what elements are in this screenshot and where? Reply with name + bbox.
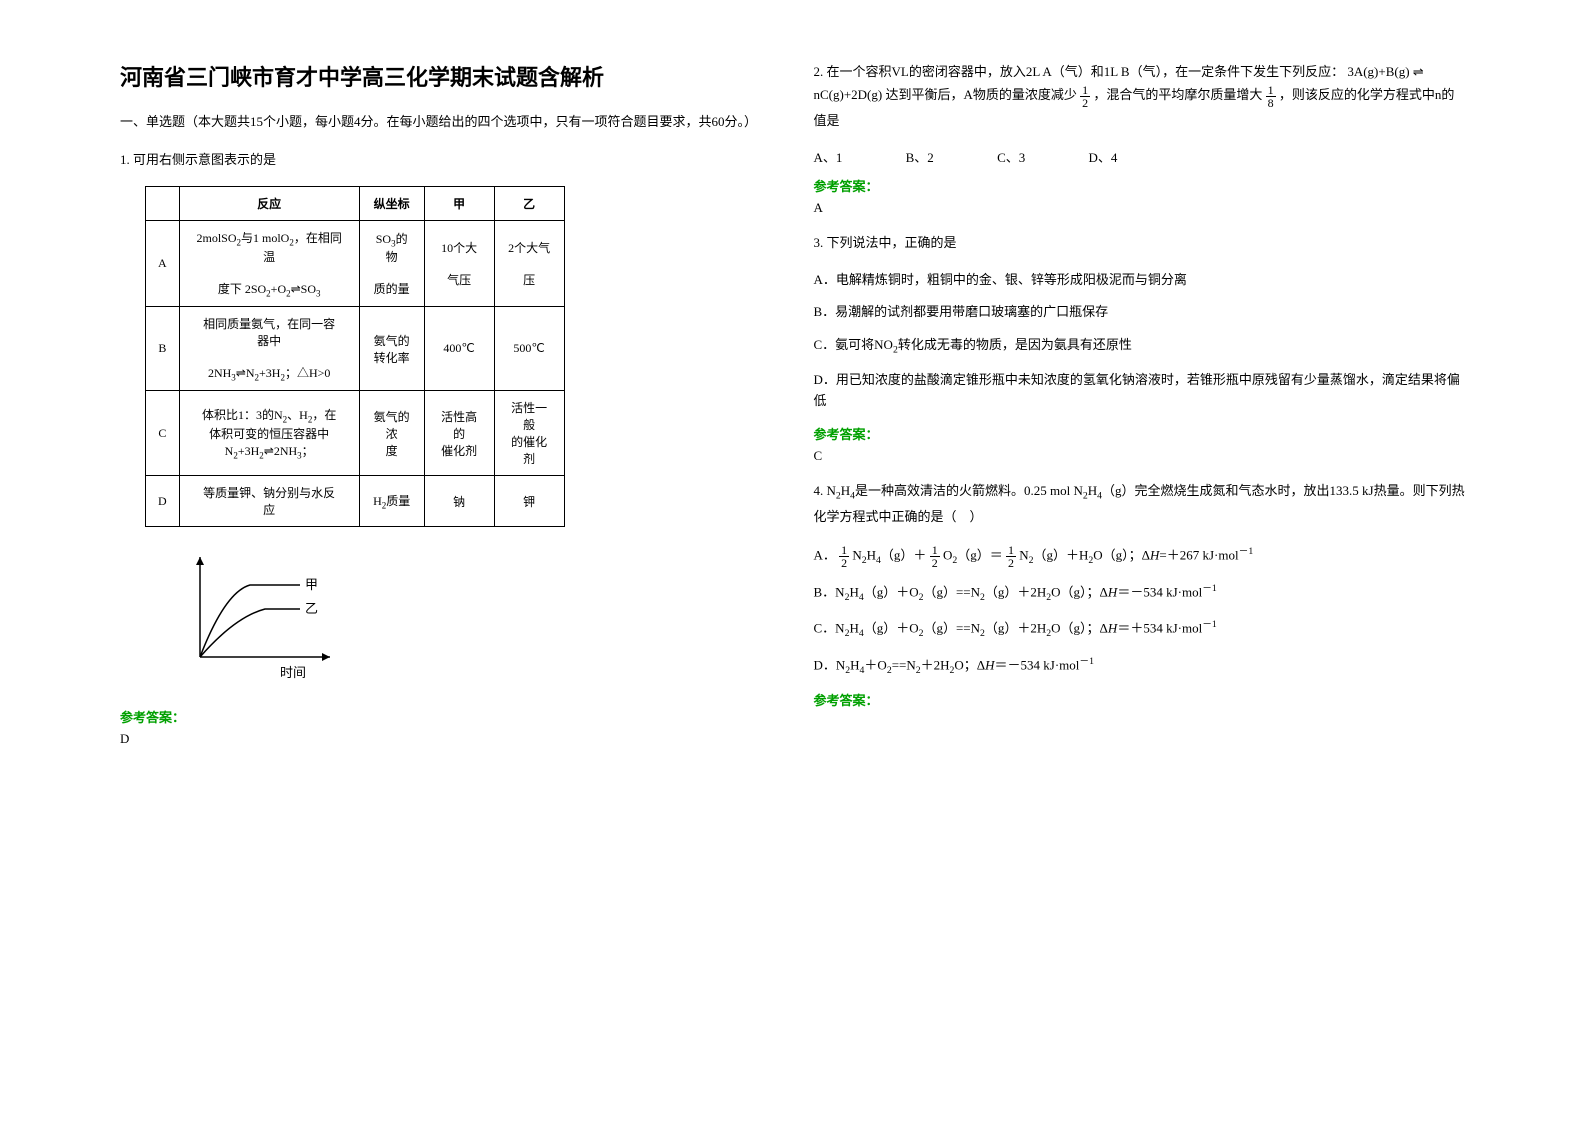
question-1-text: 1. 可用右侧示意图表示的是: [120, 148, 774, 171]
q4-option-a: A． 12 N2H4（g）＋ 12 O2（g）＝ 12 N2（g）＋H2O（g）…: [814, 544, 1468, 569]
row-label: B: [146, 306, 180, 390]
question-1-table: 反应 纵坐标 甲 乙 A 2molSO2与1 molO2，在相同温度下 2SO2…: [145, 186, 565, 527]
question-1-graph: 甲 乙 时间: [180, 547, 340, 687]
axis-cell: SO3的物质的量: [359, 221, 424, 307]
reaction-cell: 等质量钾、钠分别与水反应: [179, 476, 359, 527]
q4-option-c: C．N2H4（g）＋O2（g）==N2（g）＋2H2O（g）；ΔH＝＋534 k…: [814, 617, 1468, 642]
table-row: D 等质量钾、钠分别与水反应 H2质量 钠 钾: [146, 476, 565, 527]
q3-option-a: A．电解精炼铜时，粗铜中的金、银、锌等形成阳极泥而与铜分离: [814, 270, 1468, 291]
page-title: 河南省三门峡市育才中学高三化学期末试题含解析: [120, 60, 774, 92]
axis-cell: 氨气的浓度: [359, 391, 424, 476]
table-row: C 体积比1：3的N2、H2，在体积可变的恒压容器中N2+3H2⇌2NH3； 氨…: [146, 391, 565, 476]
question-3-text: 3. 下列说法中，正确的是: [814, 231, 1468, 254]
q3-option-b: B．易潮解的试剂都要用带磨口玻璃塞的广口瓶保存: [814, 302, 1468, 323]
graph-xlabel: 时间: [280, 665, 306, 680]
q3-option-c: C．氨可将NO2转化成无毒的物质，是因为氨具有还原性: [814, 335, 1468, 358]
jia-cell: 10个大气压: [424, 221, 494, 307]
question-4-text: 4. N2H4是一种高效清洁的火箭燃料。0.25 mol N2H4（g）完全燃烧…: [814, 479, 1468, 529]
header-blank: [146, 187, 180, 221]
jia-cell: 400℃: [424, 306, 494, 390]
row-label: D: [146, 476, 180, 527]
option-c: C、3: [997, 147, 1025, 166]
table-header-row: 反应 纵坐标 甲 乙: [146, 187, 565, 221]
q4-option-d: D．N2H4＋O2==N2＋2H2O；ΔH＝－534 kJ·mol－1: [814, 654, 1468, 679]
axis-cell: H2质量: [359, 476, 424, 527]
q4-option-b: B．N2H4（g）＋O2（g）==N2（g）＋2H2O（g）；ΔH＝－534 k…: [814, 581, 1468, 606]
answer-label: 参考答案：: [814, 176, 1468, 195]
axis-cell: 氨气的转化率: [359, 306, 424, 390]
q2-text-2: 达到平衡后，A物质的量浓度减少: [885, 87, 1076, 102]
row-label: C: [146, 391, 180, 476]
header-yi: 乙: [494, 187, 564, 221]
jia-cell: 钠: [424, 476, 494, 527]
answer-label: 参考答案：: [814, 690, 1468, 709]
header-reaction: 反应: [179, 187, 359, 221]
graph-label-yi: 乙: [305, 601, 318, 616]
reaction-cell: 体积比1：3的N2、H2，在体积可变的恒压容器中N2+3H2⇌2NH3；: [179, 391, 359, 476]
jia-cell: 活性高的催化剂: [424, 391, 494, 476]
answer-value: D: [120, 731, 774, 747]
fraction: 1 2: [1080, 84, 1090, 109]
yi-cell: 钾: [494, 476, 564, 527]
answer-value: C: [814, 448, 1468, 464]
header-axis: 纵坐标: [359, 187, 424, 221]
answer-value: A: [814, 200, 1468, 216]
graph-label-jia: 甲: [305, 577, 318, 592]
table-row: B 相同质量氨气，在同一容器中2NH3⇌N2+3H2；△H>0 氨气的转化率 4…: [146, 306, 565, 390]
section-header: 一、单选题（本大题共15个小题，每小题4分。在每小题给出的四个选项中，只有一项符…: [120, 112, 774, 133]
q3-option-d: D．用已知浓度的盐酸滴定锥形瓶中未知浓度的氢氧化钠溶液时，若锥形瓶中原残留有少量…: [814, 370, 1468, 412]
q2-text-3: ，混合气的平均摩尔质量增大: [1093, 87, 1262, 102]
answer-label: 参考答案：: [120, 707, 774, 726]
option-a: A、1: [814, 147, 843, 166]
yi-cell: 2个大气压: [494, 221, 564, 307]
question-2: 2. 在一个容积VL的密闭容器中，放入2L A（气）和1L B（气），在一定条件…: [814, 60, 1468, 132]
question-2-options: A、1 B、2 C、3 D、4: [814, 147, 1468, 166]
q2-text-1: 2. 在一个容积VL的密闭容器中，放入2L A（气）和1L B（气），在一定条件…: [814, 64, 1345, 79]
reaction-cell: 2molSO2与1 molO2，在相同温度下 2SO2+O2⇌SO3: [179, 221, 359, 307]
row-label: A: [146, 221, 180, 307]
yi-cell: 500℃: [494, 306, 564, 390]
table-row: A 2molSO2与1 molO2，在相同温度下 2SO2+O2⇌SO3 SO3…: [146, 221, 565, 307]
answer-label: 参考答案：: [814, 424, 1468, 443]
header-jia: 甲: [424, 187, 494, 221]
fraction: 1 8: [1266, 84, 1276, 109]
option-d: D、4: [1088, 147, 1117, 166]
reaction-cell: 相同质量氨气，在同一容器中2NH3⇌N2+3H2；△H>0: [179, 306, 359, 390]
yi-cell: 活性一般的催化剂: [494, 391, 564, 476]
option-b: B、2: [906, 147, 934, 166]
